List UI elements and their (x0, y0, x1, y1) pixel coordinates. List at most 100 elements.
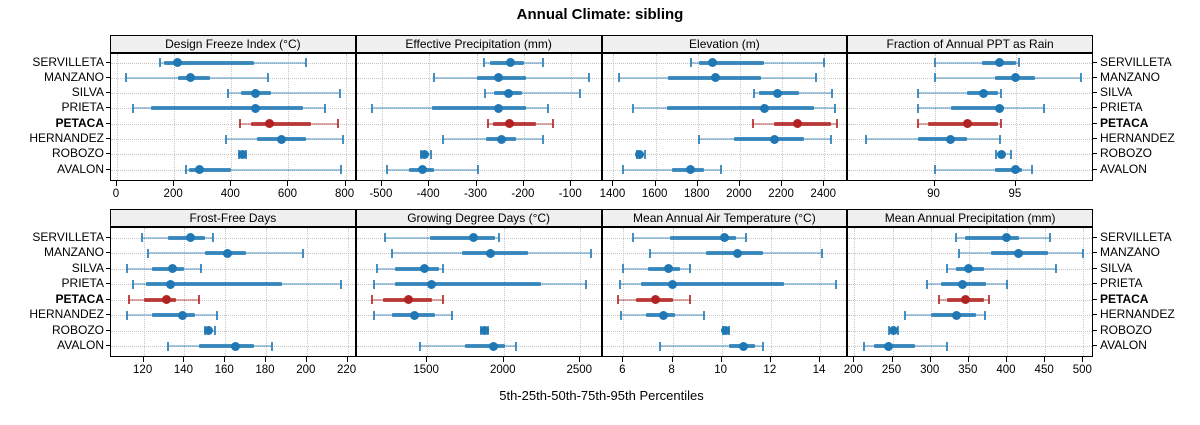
row-gridline (356, 93, 601, 95)
row-gridline (111, 299, 355, 301)
site-label-right: SERVILLETA (1100, 54, 1172, 69)
cap-5th (933, 73, 936, 83)
median-dot (403, 295, 413, 304)
x-gridline (672, 228, 674, 356)
cap-5th (184, 165, 187, 175)
x-tick (426, 357, 428, 362)
cap-5th (372, 310, 375, 320)
cap-95th (835, 119, 838, 129)
x-gridline (930, 228, 932, 356)
cap-95th (442, 295, 445, 304)
panel-strip: Mean Annual Air Temperature (°C) (601, 209, 848, 227)
x-tick-label: 10 (714, 364, 728, 376)
x-gridline (697, 54, 699, 180)
row-gridline (111, 237, 355, 239)
range-25-75 (493, 121, 536, 126)
cap-5th (933, 58, 936, 67)
median-dot (172, 58, 182, 67)
cap-95th (1009, 149, 1012, 159)
x-gridline (231, 54, 233, 180)
range-25-75 (462, 251, 529, 255)
cap-95th (340, 279, 343, 289)
cap-95th (214, 326, 216, 335)
x-tick (570, 181, 572, 186)
x-gridline (892, 228, 894, 356)
row-gridline (848, 169, 1093, 171)
x-tick-label: -200 (511, 188, 535, 200)
row-gridline (602, 154, 847, 156)
x-tick (696, 181, 698, 186)
x-gridline (1045, 228, 1047, 356)
median-dot (946, 134, 956, 144)
median-dot (230, 341, 240, 351)
cap-5th (146, 248, 149, 258)
cap-95th (341, 134, 344, 144)
site-label-left: PETACA (55, 115, 104, 130)
median-dot (489, 341, 499, 351)
panel-strip-label: Design Freeze Index (°C) (165, 37, 301, 51)
x-axis-caption: 5th-25th-50th-75th-95th Percentiles (499, 388, 704, 403)
x-gridline (345, 54, 347, 180)
range-25-75 (145, 282, 283, 286)
cap-95th (451, 310, 454, 320)
median-dot (952, 310, 962, 320)
cap-95th (547, 103, 550, 113)
x-tick-label: 12 (763, 364, 777, 376)
cap-95th (1049, 233, 1052, 242)
panel-strip: Mean Annual Precipitation (mm) (847, 209, 1093, 227)
cap-95th (442, 264, 445, 273)
median-dot (250, 88, 260, 98)
y-tick-right (1093, 267, 1097, 269)
row-gridline (111, 330, 355, 332)
median-dot (659, 310, 669, 320)
cap-95th (987, 295, 990, 304)
cap-5th (903, 310, 906, 320)
y-tick-right (1093, 153, 1097, 155)
cap-95th (541, 134, 544, 144)
y-tick-left (106, 92, 110, 94)
x-gridline (306, 228, 308, 356)
range-25-75 (994, 167, 1023, 172)
range-25-75 (773, 121, 831, 126)
cap-95th (338, 88, 341, 98)
x-gridline (854, 228, 856, 356)
site-label-left: AVALON (57, 338, 104, 352)
range-25-75 (667, 106, 814, 111)
x-tick (522, 181, 524, 186)
cap-95th (430, 149, 433, 159)
median-dot (964, 264, 974, 273)
y-tick-right (1093, 61, 1097, 63)
panel-strip-label: Growing Degree Days (°C) (407, 211, 551, 225)
cap-95th (1079, 73, 1082, 83)
site-label-left: SERVILLETA (32, 229, 104, 244)
x-tick-label: 1400 (599, 188, 626, 200)
cap-95th (643, 149, 646, 159)
cap-95th (337, 119, 340, 129)
x-tick (1005, 357, 1007, 362)
x-tick (1014, 181, 1016, 186)
x-tick-label: 8 (668, 364, 675, 376)
x-gridline (571, 54, 573, 180)
cap-5th (622, 264, 625, 273)
range-25-75 (698, 60, 765, 65)
x-gridline (623, 228, 625, 356)
panel-strip: Growing Degree Days (°C) (355, 209, 602, 227)
x-gridline (143, 228, 145, 356)
row-gridline (848, 139, 1093, 140)
cap-95th (829, 134, 832, 144)
panel-strip-label: Fraction of Annual PPT as Rain (886, 37, 1054, 51)
row-gridline (111, 123, 355, 125)
panel-plot (601, 53, 848, 181)
median-dot (186, 233, 196, 242)
x-tick-label: 400 (996, 364, 1016, 376)
row-gridline (356, 123, 601, 125)
cap-95th (301, 248, 304, 258)
x-tick-label: 450 (1034, 364, 1054, 376)
x-gridline (427, 228, 429, 356)
range-25-75 (965, 235, 1020, 240)
cap-95th (1000, 119, 1003, 129)
site-label-right: ROBOZO (1100, 146, 1153, 161)
median-dot (177, 310, 187, 320)
row-gridline (356, 62, 601, 64)
